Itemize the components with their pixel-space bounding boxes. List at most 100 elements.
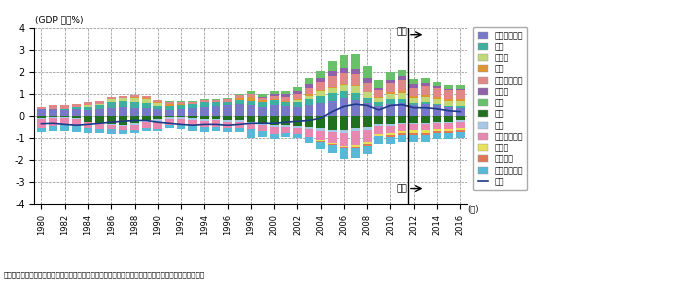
Bar: [374, 90, 383, 97]
Bar: [444, 129, 453, 131]
Bar: [456, 108, 465, 116]
Bar: [246, 129, 256, 137]
Bar: [363, 78, 372, 83]
Bar: [258, 102, 267, 107]
Bar: [270, 134, 279, 139]
Bar: [223, 105, 232, 116]
Bar: [351, 145, 360, 147]
Bar: [410, 79, 418, 84]
Bar: [374, 124, 383, 126]
Bar: [444, 89, 453, 90]
Bar: [304, 129, 314, 137]
Bar: [304, 95, 314, 96]
Bar: [316, 78, 325, 82]
Bar: [456, 101, 465, 106]
Bar: [130, 130, 139, 133]
Text: 予測: 予測: [396, 184, 407, 193]
Bar: [200, 100, 209, 103]
Bar: [456, 106, 465, 108]
Bar: [398, 124, 407, 131]
Bar: [246, 123, 256, 129]
Bar: [235, 116, 244, 120]
Bar: [386, 80, 395, 83]
Bar: [374, 137, 383, 143]
Bar: [72, 109, 80, 116]
Bar: [188, 126, 197, 131]
Bar: [165, 110, 174, 116]
Bar: [363, 103, 372, 116]
Bar: [293, 99, 302, 100]
Bar: [456, 132, 465, 138]
Bar: [340, 130, 349, 133]
Bar: [258, 97, 267, 98]
Bar: [72, 116, 80, 118]
Bar: [235, 120, 244, 122]
Bar: [60, 105, 69, 108]
Bar: [95, 116, 104, 123]
Bar: [153, 116, 162, 119]
Bar: [374, 98, 383, 102]
Bar: [410, 116, 418, 123]
Bar: [444, 85, 453, 89]
Bar: [142, 103, 150, 108]
Bar: [421, 97, 430, 102]
Bar: [211, 100, 220, 102]
Bar: [165, 116, 174, 117]
Bar: [246, 105, 256, 116]
Bar: [72, 119, 80, 126]
Bar: [340, 133, 349, 146]
Bar: [386, 126, 395, 133]
Bar: [130, 123, 139, 125]
Bar: [456, 128, 465, 130]
Bar: [49, 108, 57, 109]
Bar: [49, 117, 57, 118]
Bar: [153, 129, 162, 131]
Bar: [398, 76, 407, 80]
Bar: [340, 146, 349, 147]
Bar: [351, 55, 360, 69]
Bar: [211, 106, 220, 116]
Bar: [142, 99, 150, 103]
Bar: [258, 125, 267, 131]
Bar: [246, 95, 256, 97]
Bar: [444, 106, 453, 107]
Bar: [316, 91, 325, 96]
Bar: [293, 126, 302, 128]
Bar: [421, 124, 430, 130]
Bar: [444, 99, 453, 101]
Bar: [211, 120, 220, 127]
Bar: [316, 103, 325, 116]
Bar: [270, 94, 279, 96]
Bar: [410, 133, 418, 135]
Bar: [107, 129, 116, 133]
Bar: [386, 116, 395, 124]
Bar: [270, 125, 279, 127]
Bar: [153, 99, 162, 102]
Bar: [328, 131, 337, 143]
Bar: [281, 101, 290, 102]
Bar: [37, 107, 46, 109]
Bar: [386, 133, 395, 135]
Bar: [188, 118, 197, 120]
Bar: [118, 130, 127, 133]
Bar: [456, 116, 465, 120]
Bar: [258, 94, 267, 97]
Bar: [83, 110, 92, 116]
Bar: [421, 130, 430, 133]
Bar: [153, 106, 162, 109]
Bar: [351, 69, 360, 74]
Bar: [118, 101, 127, 107]
Bar: [270, 96, 279, 99]
Bar: [142, 96, 150, 98]
Bar: [340, 91, 349, 99]
Bar: [316, 128, 325, 131]
Bar: [270, 127, 279, 134]
Bar: [83, 122, 92, 128]
Bar: [386, 135, 395, 137]
Bar: [363, 98, 372, 103]
Bar: [258, 98, 267, 100]
Text: 予測: 予測: [396, 27, 407, 36]
Bar: [363, 142, 372, 144]
Bar: [410, 135, 418, 142]
Bar: [386, 94, 395, 99]
